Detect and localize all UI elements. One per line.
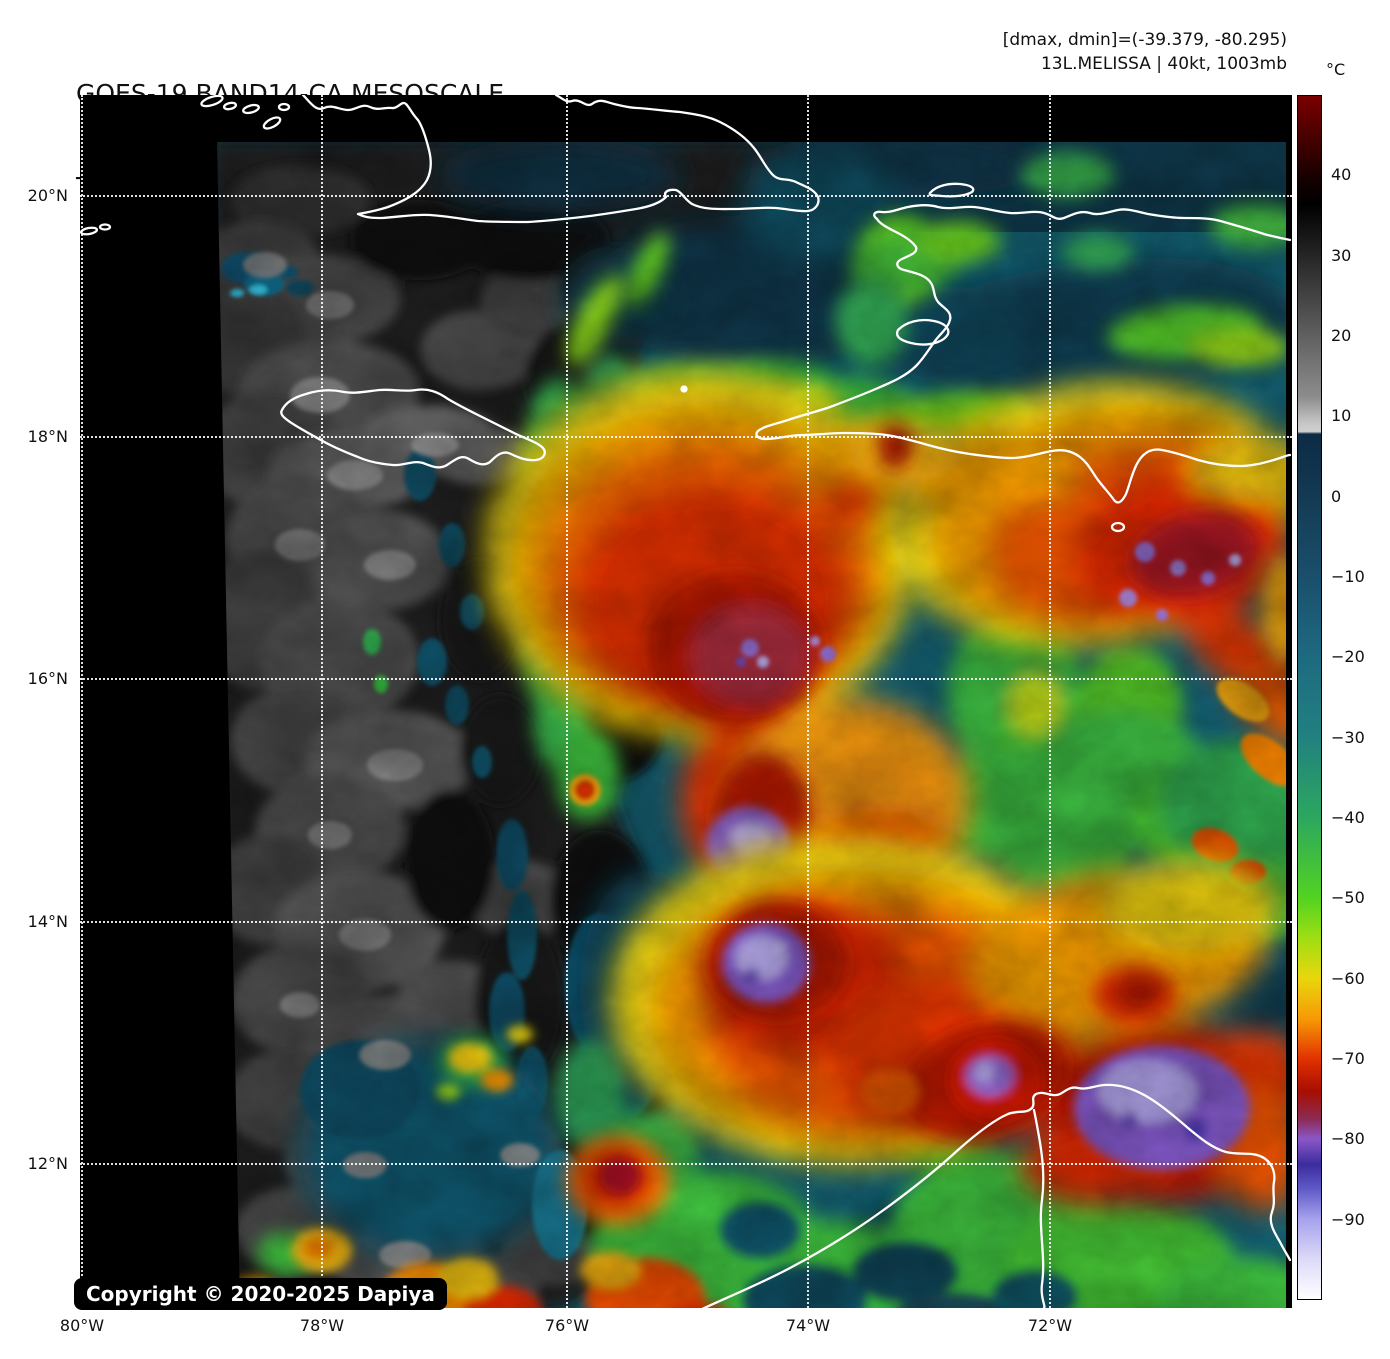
satellite-imagery [80,95,1292,1308]
satellite-map[interactable] [80,95,1292,1308]
colorbar-tick-label: −90 [1331,1209,1365,1229]
colorbar-tick-label: 0 [1331,486,1342,506]
lon-tick-label: 74°W [785,1316,831,1335]
colorbar-tick-label: −50 [1331,888,1365,908]
lon-axis: 80°W 78°W 76°W 74°W 72°W [0,1316,1390,1342]
colorbar-tick-label: −80 [1331,1129,1365,1149]
lat-tick-label: 20°N [27,186,68,205]
gonave-island-coastline [895,318,950,346]
ir-data-layer [217,142,1286,1308]
colorbar-tick-label: −10 [1331,567,1365,586]
colorbar [1297,95,1322,1300]
coastlines [80,95,1292,1308]
lon-tick-label: 78°W [299,1316,345,1335]
gulf-of-venezuela-coastline [1032,1108,1046,1308]
colorbar-unit-label: °C [1326,60,1346,79]
copyright-badge: Copyright © 2020-2025 Dapiya [74,1278,447,1310]
cuba-coastline [301,95,820,224]
south-america-coastline [701,1083,1292,1308]
hispaniola-north-coastline [873,203,1292,242]
lon-tick-label: 76°W [544,1316,590,1335]
colorbar-tick-label: 30 [1331,245,1352,265]
lon-tick-label: 72°W [1027,1316,1073,1335]
annotation-dmax-dmin: [dmax, dmin]=(-39.379, -80.295) [1002,30,1287,50]
jamaica-coastline [280,388,546,469]
hispaniola-west-south-coastline [755,217,1292,504]
colorbar-tick-label: 20 [1331,326,1352,345]
storm-annotation: [dmax, dmin]=(-39.379, -80.295) 13L.MELI… [1003,28,1287,76]
lon-tick-label: 80°W [59,1316,105,1335]
colorbar-tick-label: −30 [1331,727,1365,747]
cay-icon [98,223,112,231]
colorbar-tick-label: 10 [1331,406,1352,426]
colorbar-tick-label: −60 [1331,968,1365,988]
beata-island-icon [1110,521,1126,533]
navassa-island-icon [680,385,688,393]
cay-icon [200,95,224,108]
lat-tick-label: 16°N [27,669,68,688]
lat-tick-label: 14°N [27,912,68,931]
cay-icon [262,116,282,130]
lat-tick-label: 12°N [27,1154,68,1173]
colorbar-tick-label: 40 [1331,165,1352,185]
colorbar-ticks: 40 30 20 10 0 −10 −20 −30 −40 −50 −60 −70 −80 −90 [1331,95,1387,1300]
lat-axis: 20°N 18°N 16°N 14°N 12°N [0,95,74,1308]
colorbar-tick-label: −70 [1331,1049,1365,1068]
annotation-storm-status: 13L.MELISSA | 40kt, 1003mb [1040,54,1287,74]
cay-icon [277,102,291,112]
colorbar-tick-label: −40 [1331,808,1365,827]
colorbar-gradient [1298,96,1321,1299]
cay-icon [222,101,238,111]
colorbar-tick-label: −20 [1331,647,1365,667]
lat-tick-label: 18°N [27,427,68,446]
cay-icon [242,103,260,115]
